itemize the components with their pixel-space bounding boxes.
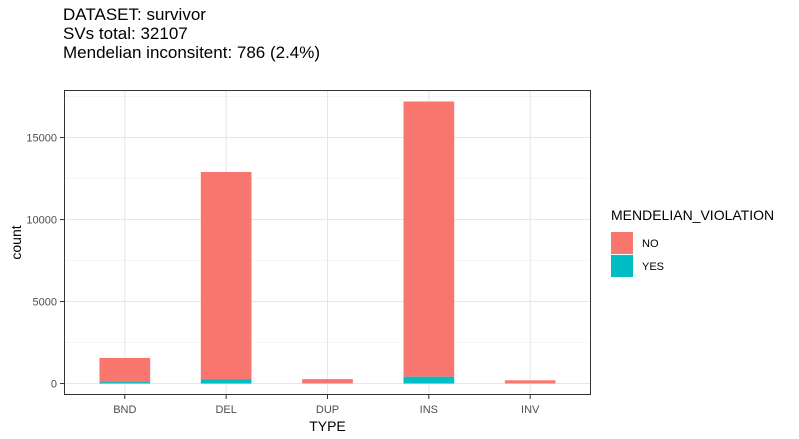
bar-ins-yes bbox=[403, 376, 455, 384]
legend-label-no: NO bbox=[642, 238, 659, 250]
chart-title-line-2: SVs total: 32107 bbox=[63, 24, 188, 43]
bar-inv-no bbox=[504, 380, 556, 384]
bars bbox=[99, 101, 556, 384]
legend: MENDELIAN_VIOLATION NO YES bbox=[611, 207, 774, 277]
bar-bnd-yes bbox=[99, 382, 151, 384]
x-tick-label-inv: INV bbox=[521, 404, 540, 416]
bar-bnd-no bbox=[99, 357, 151, 383]
legend-title: MENDELIAN_VIOLATION bbox=[611, 207, 774, 223]
plot-panel-border bbox=[64, 90, 591, 395]
legend-key-no bbox=[611, 232, 633, 254]
y-tick-label: 15000 bbox=[26, 133, 57, 145]
legend-label-yes: YES bbox=[642, 261, 664, 273]
bar-del-yes bbox=[200, 379, 252, 384]
y-axis: 0 5000 10000 15000 bbox=[26, 133, 64, 391]
bar-del-no bbox=[200, 171, 252, 380]
bar-ins-no bbox=[403, 101, 455, 377]
x-tick-label-dup: DUP bbox=[316, 404, 339, 416]
x-axis: BND DEL DUP INS INV bbox=[113, 395, 540, 416]
bar-dup-no bbox=[302, 379, 353, 384]
chart-title-line-3: Mendelian inconsitent: 786 (2.4%) bbox=[63, 43, 321, 62]
x-tick-label-ins: INS bbox=[420, 404, 438, 416]
y-tick-label: 10000 bbox=[26, 215, 57, 227]
x-tick-label-del: DEL bbox=[215, 404, 236, 416]
y-tick-label: 5000 bbox=[33, 297, 57, 309]
x-axis-title: TYPE bbox=[309, 418, 346, 434]
chart-title-line-1: DATASET: survivor bbox=[63, 5, 206, 24]
y-tick-label: 0 bbox=[51, 379, 57, 391]
legend-key-yes bbox=[611, 255, 633, 277]
x-tick-label-bnd: BND bbox=[113, 404, 136, 416]
y-axis-title: count bbox=[8, 225, 24, 259]
